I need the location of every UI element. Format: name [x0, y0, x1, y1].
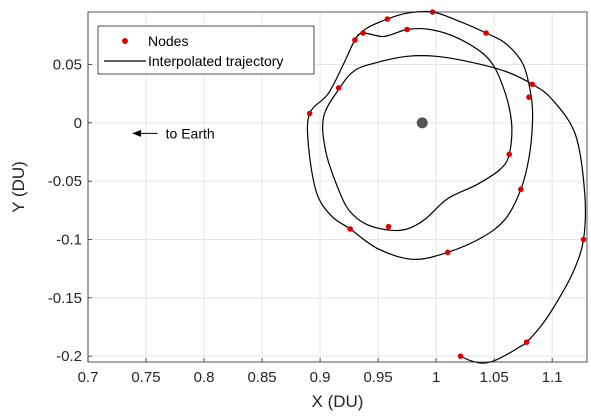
x-tick-label: 1	[432, 369, 440, 386]
x-tick-label: 0.8	[194, 369, 215, 386]
y-tick-label: -0.1	[56, 232, 82, 249]
node-point	[523, 339, 530, 345]
legend-label-nodes: Nodes	[148, 33, 188, 49]
x-tick-label: 0.7	[78, 369, 99, 386]
grid	[87, 12, 587, 362]
node-point	[306, 110, 313, 117]
legend-label-trajectory: Interpolated trajectory	[148, 53, 283, 69]
node-point	[518, 186, 524, 193]
node-point	[335, 85, 342, 91]
legend-box	[97, 25, 315, 75]
legend-marker-nodes	[122, 38, 128, 44]
earth-arrow-head	[132, 129, 142, 137]
legend: Nodes Interpolated trajectory	[97, 25, 315, 75]
central-body-layer	[416, 117, 428, 129]
x-axis-label: X (DU)	[312, 392, 364, 411]
x-axis-ticks: 0.7 0.75 0.8 0.85 0.9 0.95 1 1.05 1.1	[78, 358, 563, 386]
y-axis-label: Y (DU)	[9, 161, 28, 213]
trajectory-layer	[306, 10, 587, 364]
x-tick-label: 1.05	[480, 369, 509, 386]
x-tick-label: 0.9	[310, 369, 331, 386]
central-body-marker	[416, 117, 428, 129]
y-axis-ticks: 0.05 0 -0.05 -0.1 -0.15 -0.2	[48, 57, 92, 365]
y-tick-label: 0.05	[53, 57, 82, 74]
plot-frame	[87, 11, 588, 363]
node-point	[526, 94, 532, 100]
nodes-layer	[306, 9, 587, 359]
y-tick-label: 0	[74, 115, 82, 132]
x-tick-label: 0.85	[247, 369, 276, 386]
x-tick-label: 0.75	[131, 369, 160, 386]
trajectory-line	[306, 10, 587, 364]
node-point	[347, 226, 354, 232]
y-tick-label: -0.15	[48, 290, 82, 307]
y-tick-label: -0.2	[56, 348, 82, 365]
node-point	[457, 353, 464, 359]
node-point	[444, 249, 451, 256]
node-point	[352, 37, 358, 43]
node-point	[404, 26, 410, 33]
x-tick-label: 1.1	[542, 369, 563, 386]
x-tick-label: 0.95	[364, 369, 393, 386]
node-point	[529, 81, 536, 88]
node-point	[483, 30, 489, 36]
node-point	[384, 16, 391, 22]
earth-annotation-label: to Earth	[166, 125, 215, 141]
node-point	[506, 151, 513, 158]
node-point	[385, 223, 392, 230]
annotation: to Earth	[132, 125, 215, 141]
node-point	[580, 236, 587, 243]
node-point	[360, 30, 366, 36]
y-tick-label: -0.05	[48, 173, 82, 190]
